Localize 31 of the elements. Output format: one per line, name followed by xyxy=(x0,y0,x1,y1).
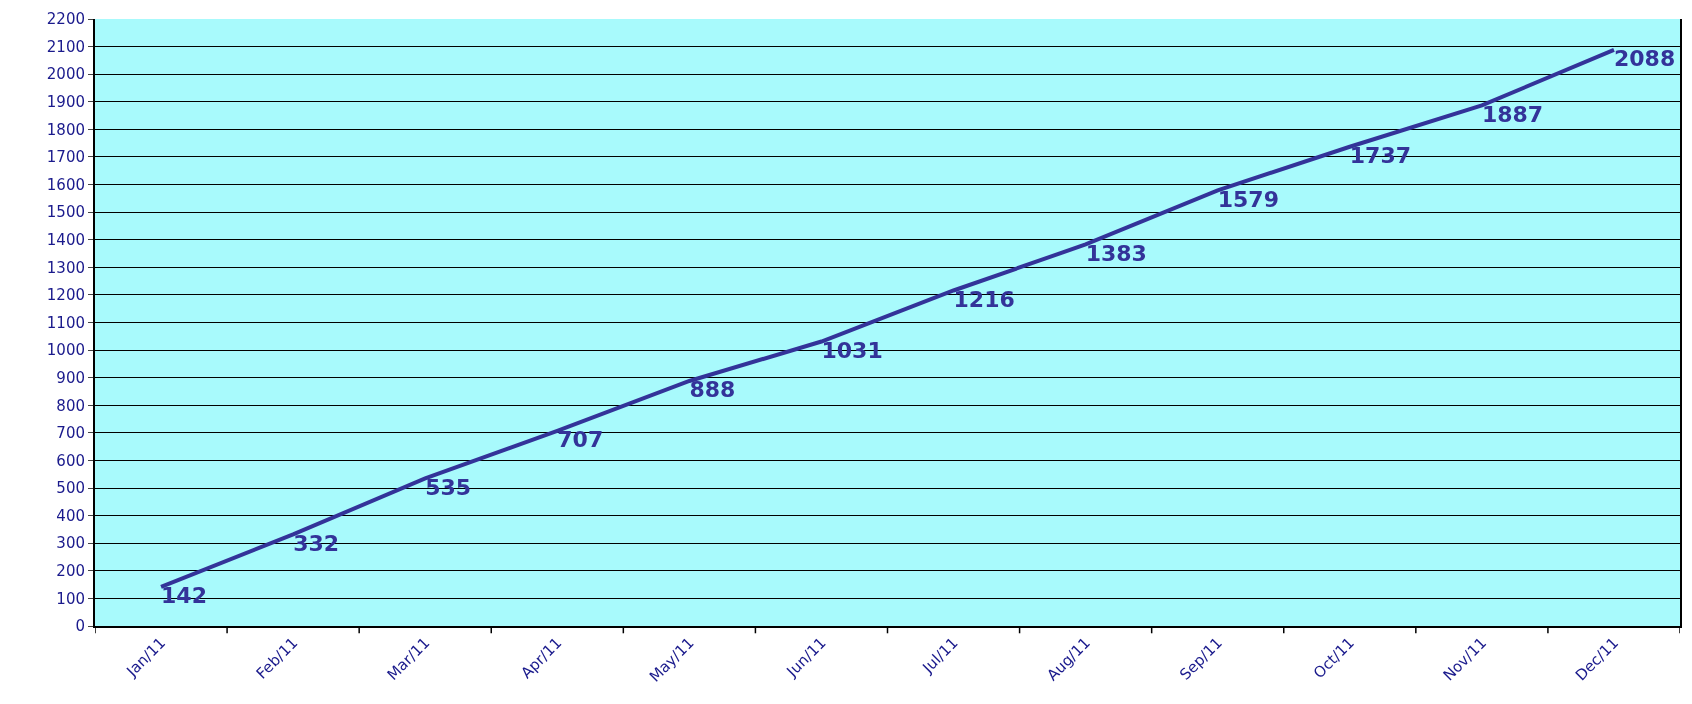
data-label: 888 xyxy=(689,377,736,403)
y-tick-label: 1700 xyxy=(46,148,85,167)
y-tick-label: 100 xyxy=(56,589,85,608)
data-label: 1579 xyxy=(1217,186,1279,212)
y-tick-label: 1500 xyxy=(46,203,85,222)
y-tick-label: 2100 xyxy=(46,37,85,56)
y-tick-label: 1100 xyxy=(46,313,85,332)
y-tick-label: 600 xyxy=(56,451,85,470)
y-tick-label: 900 xyxy=(56,368,85,387)
y-tick-label: 300 xyxy=(56,534,85,553)
y-tick-label: 1400 xyxy=(46,230,85,249)
y-tick-label: 2200 xyxy=(46,10,85,29)
y-tick-label: 400 xyxy=(56,506,85,525)
data-label: 1887 xyxy=(1481,101,1544,127)
y-tick-label: 0 xyxy=(75,617,85,636)
y-tick-label: 1200 xyxy=(46,286,85,305)
y-tick-label: 700 xyxy=(56,424,85,443)
data-label: 1383 xyxy=(1085,240,1147,266)
data-label: 1216 xyxy=(953,286,1015,312)
y-tick-label: 1600 xyxy=(46,175,85,194)
line-series xyxy=(159,47,1616,589)
y-tick-label: 200 xyxy=(56,562,85,581)
y-tick-label: 1800 xyxy=(46,120,85,139)
y-tick-label: 1000 xyxy=(46,341,85,360)
y-tick-label: 1300 xyxy=(46,258,85,277)
data-label: 2088 xyxy=(1613,46,1676,72)
y-tick-label: 500 xyxy=(56,479,85,498)
y-tick-label: 1900 xyxy=(46,93,85,112)
y-tick-label: 800 xyxy=(56,396,85,415)
y-tick-label: 2000 xyxy=(46,65,85,84)
data-label: 707 xyxy=(557,427,604,453)
